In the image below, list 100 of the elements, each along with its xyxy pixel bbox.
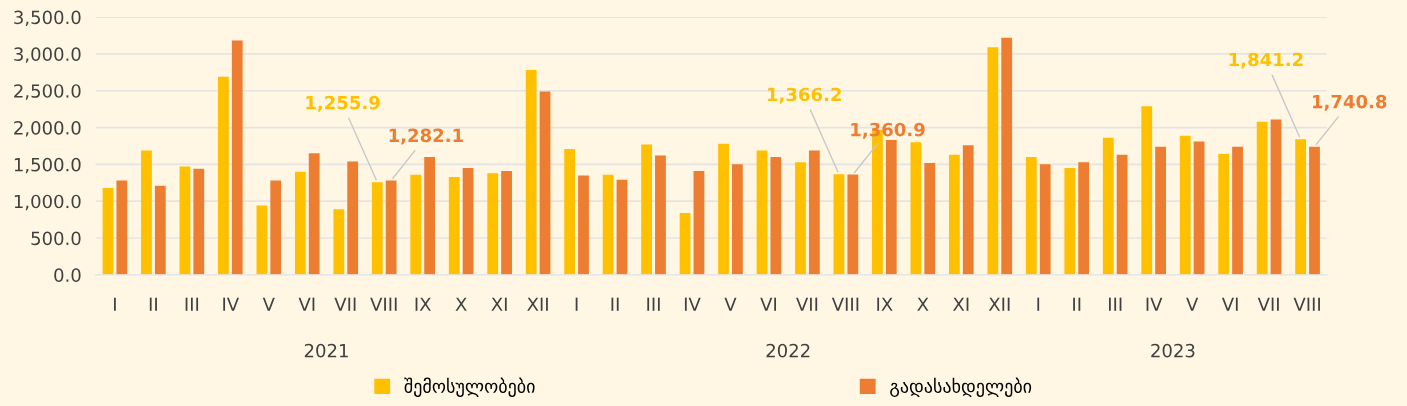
bar: [1039, 164, 1051, 275]
bar: [270, 180, 282, 275]
bar: [385, 180, 397, 275]
bar: [679, 212, 691, 275]
bar: [333, 209, 345, 275]
bar: [501, 171, 512, 275]
y-tick-label: 500.0: [31, 231, 81, 246]
bar: [808, 150, 820, 275]
text: 2023: [1151, 343, 1195, 358]
bar: [795, 162, 806, 275]
bar: [102, 187, 114, 275]
bar: [1155, 146, 1166, 275]
bar: [1295, 139, 1307, 275]
x-tick-label: II: [1073, 297, 1081, 311]
bar: [1218, 154, 1230, 275]
legend-label: შემოსულობები: [404, 377, 535, 397]
bar: [655, 155, 666, 275]
bar: [910, 142, 922, 275]
x-tick-label: IX: [877, 297, 893, 311]
x-tick-label: I: [1037, 297, 1040, 311]
bar: [448, 176, 460, 275]
bar: [962, 145, 974, 275]
bar: [1141, 106, 1153, 275]
bar: [602, 174, 614, 275]
data-label: 1,255.9: [306, 95, 380, 112]
x-tick-label: II: [611, 297, 619, 311]
bar: [616, 179, 628, 275]
bar: [1078, 162, 1090, 275]
x-tick-label: V: [1186, 297, 1199, 311]
bar: [308, 153, 320, 275]
bar: [141, 150, 152, 275]
x-tick-label: VI: [298, 297, 315, 311]
bar: [564, 148, 576, 275]
x-tick-label: X: [455, 297, 467, 311]
bar: [1064, 168, 1076, 275]
bar: [256, 205, 268, 275]
y-tick-label: 3,500.0: [14, 10, 81, 27]
x-tick-label: XI: [953, 297, 969, 311]
data-label: 1,282.1: [389, 128, 463, 145]
bar: [347, 161, 359, 275]
legend-label: გადასახდელები: [890, 377, 1032, 397]
x-tick-label: X: [917, 297, 929, 311]
y-tick-label: 2,000.0: [14, 121, 81, 137]
bar: [371, 182, 383, 275]
bar: [294, 171, 306, 275]
bar: [1001, 37, 1013, 275]
bar: [487, 173, 499, 275]
x-tick-label: VII: [334, 297, 356, 311]
bar: [924, 162, 936, 275]
y-tick-label: 0.0: [54, 268, 81, 282]
x-tick-label: XII: [988, 297, 1010, 311]
bar: [116, 180, 128, 275]
x-tick-label: VI: [760, 297, 777, 311]
bar: [1256, 121, 1268, 275]
bar: [1232, 146, 1243, 275]
bar: [179, 166, 191, 275]
data-label: 1,360.9: [851, 122, 925, 139]
x-tick-label: VII: [1257, 297, 1279, 311]
bar: [987, 47, 999, 275]
text: 2021: [304, 343, 348, 358]
bar: [462, 168, 474, 275]
bar: [525, 70, 537, 275]
bar: [424, 157, 436, 275]
data-label: 1,841.2: [1229, 52, 1303, 69]
bar: [770, 157, 782, 275]
bar: [193, 168, 205, 275]
bar: [218, 76, 229, 275]
x-tick-label: I: [575, 297, 578, 311]
x-tick-label: III: [1108, 297, 1122, 311]
x-tick-label: XI: [491, 297, 507, 311]
bar: [732, 164, 743, 275]
x-tick-label: VIII: [370, 297, 397, 311]
bar: [539, 91, 551, 275]
bar: [1116, 154, 1128, 275]
data-label: 1,740.8: [1312, 94, 1387, 111]
x-tick-label: III: [647, 297, 660, 311]
bar: [756, 150, 768, 275]
bar: [847, 174, 859, 275]
bar: [1270, 119, 1282, 275]
bar: [693, 171, 705, 275]
bar: [1309, 146, 1320, 275]
data-label: 1,366.2: [768, 87, 841, 104]
x-tick-label: II: [149, 297, 157, 311]
bar: [578, 175, 589, 275]
x-tick-label: III: [185, 297, 199, 311]
bar: [154, 185, 166, 275]
bar: [1025, 157, 1037, 275]
x-tick-label: V: [262, 297, 275, 311]
bar: [410, 174, 422, 275]
bar: [231, 40, 243, 275]
bar: [833, 174, 845, 275]
bar: [641, 144, 653, 275]
x-tick-label: I: [114, 297, 116, 311]
bar: [718, 143, 729, 275]
x-tick-label: VIII: [1293, 297, 1320, 311]
x-tick-label: IV: [684, 297, 701, 311]
bar: [1193, 141, 1205, 275]
y-tick-label: 2,500.0: [14, 84, 81, 100]
x-tick-label: IX: [415, 297, 431, 311]
y-tick-label: 1,500.0: [14, 157, 81, 174]
